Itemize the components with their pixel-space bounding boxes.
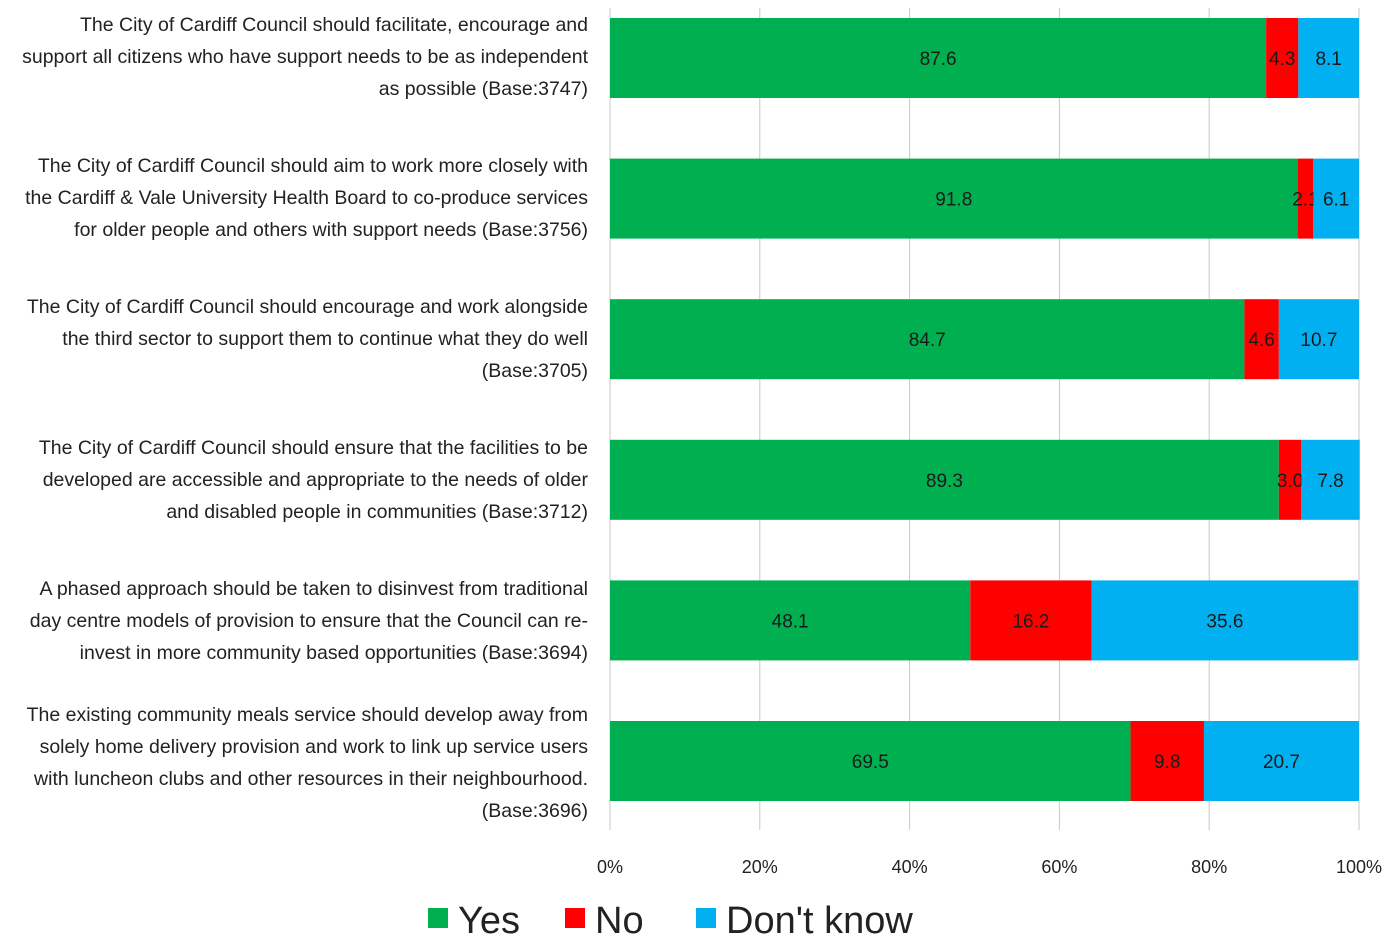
data-label: 3.0 [1277,471,1303,492]
category-label-line: day centre models of provision to ensure… [30,610,588,632]
legend-label: Don't know [726,900,913,942]
category-label-line: (Base:3705) [482,360,588,382]
category-label-line: and disabled people in communities (Base… [166,501,588,523]
data-label: 69.5 [852,752,889,773]
data-label: 84.7 [909,330,946,351]
data-label: 6.1 [1323,190,1349,211]
category-label-line: The City of Cardiff Council should facil… [80,14,588,36]
category-label-line: for older people and others with support… [74,219,588,241]
category-label-line: the Cardiff & Vale University Health Boa… [25,187,588,209]
category-label: The City of Cardiff Council should encou… [27,296,588,382]
category-label-line: developed are accessible and appropriate… [43,469,589,491]
bar-segment [610,439,1279,520]
category-label-line: The City of Cardiff Council should ensur… [39,437,588,459]
bar-segment [1266,18,1299,98]
data-label: 8.1 [1315,49,1341,70]
category-label: The City of Cardiff Council should facil… [22,14,588,100]
data-label: 7.8 [1317,471,1343,492]
bar-segment [970,580,1092,661]
category-label: The City of Cardiff Council should ensur… [39,437,589,523]
x-tick-label: 0% [597,857,623,877]
category-label: The existing community meals service sho… [27,704,589,822]
bar-segment [610,299,1245,380]
gridlines [609,8,1360,830]
category-label-line: (Base:3696) [482,800,588,822]
x-tick-label: 60% [1041,857,1077,877]
category-label-line: The existing community meals service sho… [27,704,588,726]
category-label-line: A phased approach should be taken to dis… [39,578,588,600]
bar-segment [610,580,971,661]
category-label-line: The City of Cardiff Council should encou… [27,296,588,318]
legend-item: No [565,900,644,942]
data-label: 87.6 [920,49,957,70]
category-label: A phased approach should be taken to dis… [30,578,588,664]
data-label: 9.8 [1154,752,1180,773]
bar-segment [1130,721,1204,801]
data-label: 10.7 [1300,330,1337,351]
data-label: 20.7 [1263,752,1300,773]
x-tick-label: 80% [1191,857,1227,877]
x-tick-label: 20% [742,857,778,877]
category-label-line: solely home delivery provision and work … [40,736,589,758]
bar-segment [1278,439,1302,520]
data-label: 91.8 [935,190,972,211]
data-label: 4.6 [1248,330,1274,351]
data-label: 16.2 [1012,611,1049,632]
category-label-line: with luncheon clubs and other resources … [33,768,588,790]
category-label-line: the third sector to support them to cont… [62,328,588,350]
x-axis-ticks: 0% 20% 40% 60% 80% 100% [597,857,1382,877]
legend-item: Yes [428,900,520,942]
data-label: 89.3 [926,471,963,492]
bars: 87.6 4.3 8.1 91.8 2.1 6.1 84.7 4.6 10.7 89.3 3.0 7.… [610,18,1360,801]
data-label: 35.6 [1206,611,1243,632]
bar-segment [1244,299,1279,380]
bar-segment [1203,721,1359,801]
bar-segment [1091,580,1359,661]
legend-swatch [696,908,716,928]
x-tick-label: 40% [892,857,928,877]
bar-segment [610,18,1267,98]
category-label: The City of Cardiff Council should aim t… [25,155,588,241]
category-labels: The City of Cardiff Council should facil… [22,14,588,822]
bar-segment [610,158,1298,239]
legend-swatch [428,908,448,928]
bar-segment [1297,158,1314,239]
bar-segment [1313,158,1359,239]
legend-swatch [565,908,585,928]
category-label-line: as possible (Base:3747) [379,78,588,100]
bar-segment [1298,18,1359,98]
category-label-line: invest in more community based opportuni… [80,642,588,664]
category-label-line: The City of Cardiff Council should aim t… [38,155,588,177]
data-label: 2.1 [1292,190,1318,211]
legend-label: No [595,900,644,942]
bar-segment [1301,439,1360,520]
bar-segment [1278,299,1359,380]
data-label: 4.3 [1269,49,1295,70]
x-tick-label: 100% [1336,857,1382,877]
data-label: 48.1 [772,611,809,632]
legend-label: Yes [458,900,520,942]
legend: Yes No Don't know [428,900,913,942]
category-label-line: support all citizens who have support ne… [22,46,588,68]
legend-item: Don't know [696,900,913,942]
bar-segment [610,721,1131,801]
